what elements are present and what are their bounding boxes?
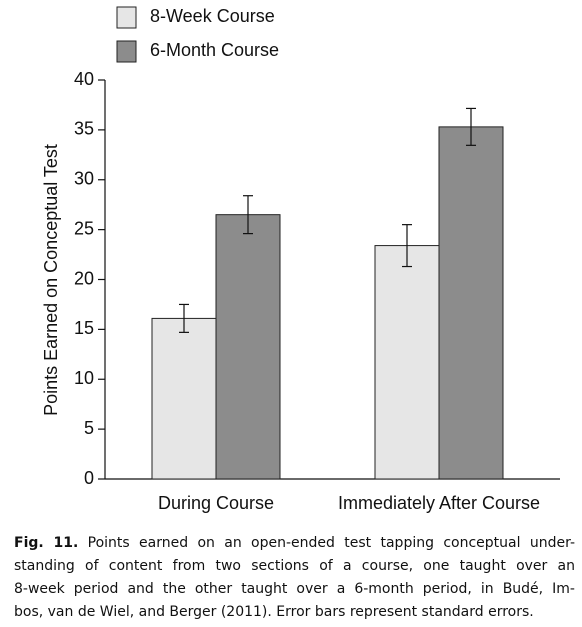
legend-swatch [116,40,137,63]
bar [374,245,440,480]
error-bar [243,195,253,235]
caption-line: Fig. 11. Points earned on an open-ended … [14,532,575,555]
y-tick-label: 20 [74,268,94,288]
caption-line: 8-week period and the other taught over … [14,581,575,597]
caption-text: Points earned on an open-ended test tapp… [87,535,576,551]
bar [151,317,217,480]
y-tick-label: 30 [74,169,94,189]
y-tick-label: 5 [84,418,94,438]
legend-swatch [116,6,137,29]
error-bar [179,303,189,333]
caption-label: Fig. 11. [14,535,79,551]
y-axis-label: Points Earned on Conceptual Test [41,144,61,416]
x-tick-label: During Course [158,493,274,513]
y-tick-label: 0 [84,468,94,488]
x-tick-label: Immediately After Course [338,493,540,513]
y-tick-label: 35 [74,119,94,139]
y-tick-label: 25 [74,218,94,238]
bar [438,126,504,480]
y-tick-label: 15 [74,318,94,338]
error-bar [466,107,476,146]
caption: Fig. 11. Points earned on an open-ended … [14,532,575,624]
legend-label: 6-Month Course [150,40,279,60]
bar [215,214,281,480]
legend-label: 8-Week Course [150,6,275,26]
chart: Points Earned on Conceptual Test 0 5 10 15 2… [41,6,560,513]
error-bar [402,224,412,268]
caption-line: standing of content from two sections of… [14,558,575,574]
y-tick-label: 10 [74,368,94,388]
caption-line: bos, van de Wiel, and Berger (2011). Err… [14,604,534,620]
y-tick-label: 40 [74,69,94,89]
